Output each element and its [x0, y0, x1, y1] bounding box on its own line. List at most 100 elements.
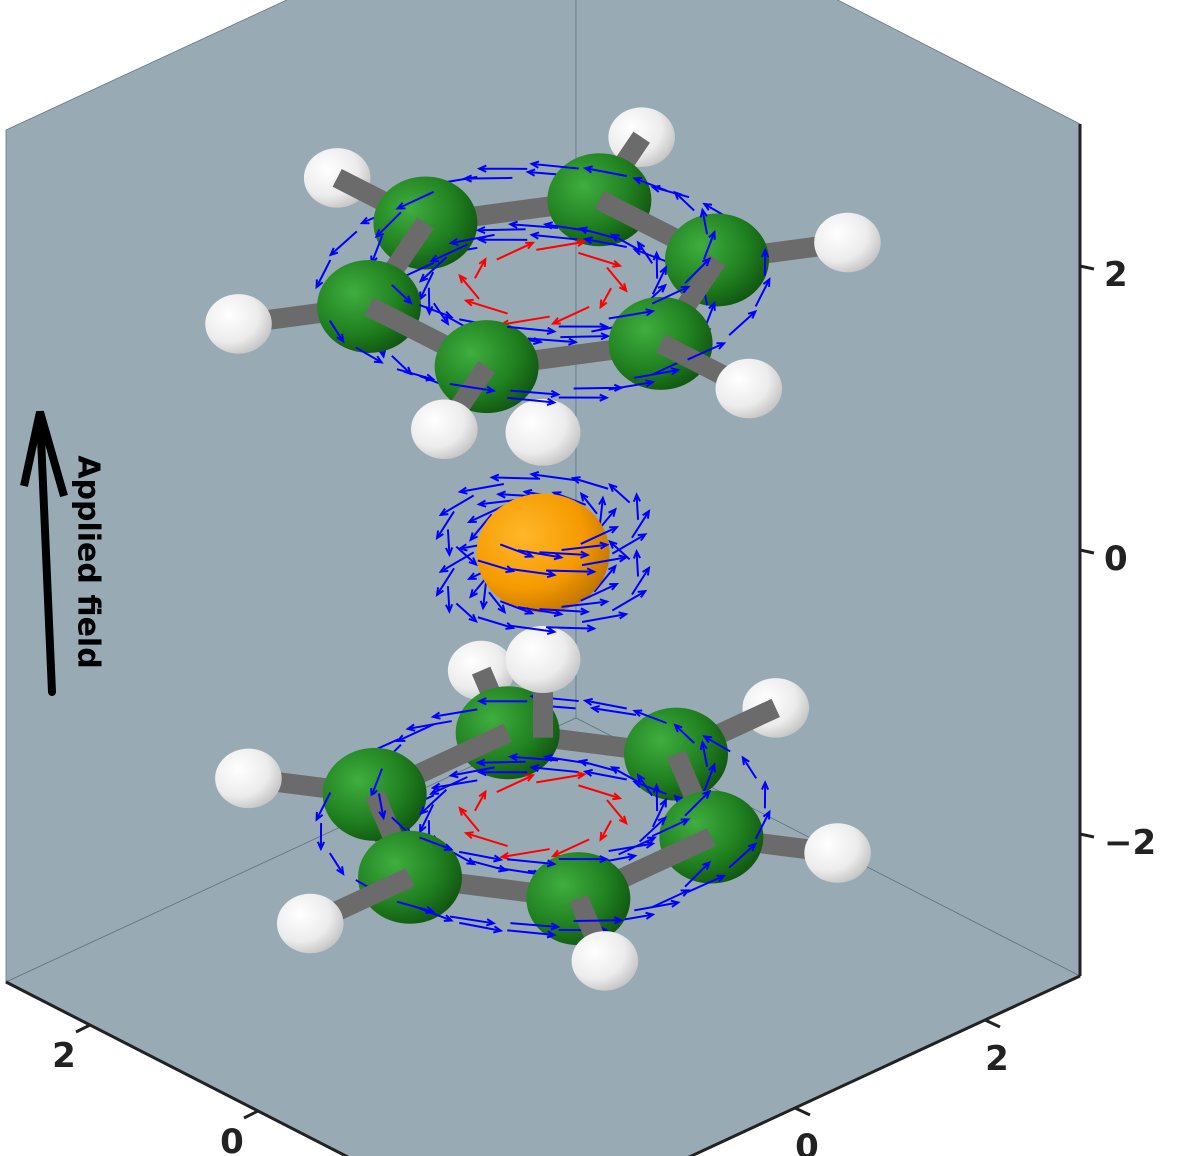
- diatropic-current-arrow: [581, 554, 629, 567]
- paratropic-current-arrow: [496, 241, 536, 261]
- diatropic-current-arrow: [396, 368, 436, 382]
- diatropic-current-arrow: [459, 921, 504, 934]
- diatropic-current-arrow: [529, 471, 577, 482]
- diatropic-current-arrow: [529, 763, 579, 774]
- diatropic-current-arrow: [611, 589, 648, 612]
- diatropic-current-arrow: [466, 504, 506, 524]
- diatropic-current-arrow: [374, 211, 402, 239]
- paratropic-current-arrow: [499, 848, 550, 860]
- diatropic-current-arrow: [418, 256, 448, 283]
- diatropic-current-arrow: [728, 842, 758, 869]
- diatropic-current-arrow: [419, 836, 454, 851]
- diatropic-current-arrow: [632, 177, 667, 192]
- diatropic-current-arrow: [703, 762, 716, 793]
- diatropic-current-arrow: [529, 231, 579, 241]
- x-tick: [243, 1109, 259, 1120]
- diatropic-current-arrow: [687, 874, 727, 893]
- diatropic-current-arrow: [328, 852, 345, 876]
- diatropic-current-arrow: [702, 735, 731, 753]
- diatropic-current-arrow: [632, 548, 641, 577]
- axes: −202−202−202: [5, 124, 1156, 1156]
- diatropic-current-arrow: [510, 922, 561, 931]
- diatropic-current-arrow: [315, 259, 332, 290]
- diatropic-current-arrow: [561, 541, 610, 552]
- diatropic-current-arrow: [631, 565, 651, 596]
- paratropic-current-arrow: [458, 806, 480, 833]
- diatropic-current-arrow: [609, 766, 639, 783]
- diatropic-current-arrow: [449, 382, 497, 394]
- diatropic-current-arrow: [435, 510, 455, 541]
- diatropic-current-arrow: [476, 164, 528, 173]
- diatropic-current-arrow: [598, 495, 607, 525]
- diatropic-current-arrow: [438, 494, 475, 517]
- diatropic-current-arrow: [510, 389, 561, 398]
- diatropic-current-arrow: [418, 788, 448, 816]
- diatropic-current-arrow: [651, 889, 691, 909]
- molecule-scene: [205, 107, 881, 991]
- diatropic-current-arrow: [539, 550, 591, 559]
- diatropic-current-arrow: [582, 697, 627, 710]
- diatropic-current-arrow: [573, 916, 624, 925]
- diatropic-current-arrow: [581, 611, 629, 623]
- diatropic-current-arrow: [475, 226, 526, 235]
- diatropic-current-arrow: [445, 586, 454, 614]
- diatropic-current-arrow: [651, 797, 667, 828]
- hydrogen-atom: [804, 823, 871, 883]
- diatropic-current-arrow: [673, 723, 695, 744]
- diatropic-current-arrow: [377, 793, 387, 821]
- y-tick-label: 2: [985, 1039, 1009, 1079]
- diatropic-current-arrow: [455, 602, 478, 623]
- diatropic-current-arrow: [580, 582, 620, 602]
- diatropic-current-arrow: [545, 624, 597, 633]
- diatropic-current-arrow: [509, 624, 557, 635]
- y-tick: [794, 1106, 811, 1117]
- diatropic-current-arrow: [517, 606, 564, 618]
- diatropic-current-arrow: [489, 473, 541, 482]
- diatropic-current-arrow: [636, 240, 654, 264]
- diatropic-current-arrow: [430, 779, 478, 791]
- diatropic-current-arrow: [573, 383, 624, 392]
- diatropic-current-arrow: [395, 190, 435, 210]
- diatropic-current-arrow: [760, 247, 770, 276]
- diatropic-current-arrow: [469, 513, 493, 542]
- diatropic-current-arrow: [611, 533, 648, 555]
- paratropic-current-arrow: [599, 287, 612, 310]
- paratropic-current-arrow: [474, 257, 487, 279]
- diatropic-current-arrow: [315, 792, 332, 822]
- diatropic-current-arrow: [684, 257, 712, 284]
- diatropic-current-arrow: [545, 567, 597, 576]
- diatropic-current-arrow: [754, 809, 771, 840]
- diatropic-current-arrow: [579, 491, 598, 515]
- paratropic-current-arrow: [463, 831, 508, 847]
- diatropic-current-arrow: [608, 840, 656, 853]
- diatropic-current-arrow: [580, 526, 620, 545]
- paratropic-current-arrow: [463, 298, 508, 315]
- z-tick: [1079, 548, 1095, 555]
- diatropic-current-arrow: [396, 900, 436, 914]
- diatropic-current-arrow: [631, 509, 651, 539]
- diatropic-current-arrow: [477, 616, 516, 630]
- diatropic-current-arrow: [558, 393, 610, 402]
- hydrogen-atom: [205, 294, 272, 354]
- paratropic-current-arrow: [474, 789, 487, 812]
- diatropic-current-arrow: [593, 564, 617, 593]
- diatropic-current-arrow: [634, 899, 681, 912]
- diatropic-current-arrow: [760, 780, 770, 809]
- paratropic-current-arrow: [606, 799, 628, 826]
- diatropic-current-arrow: [457, 483, 505, 495]
- diatropic-current-arrow: [582, 165, 627, 178]
- diatropic-current-arrow: [570, 476, 609, 490]
- diatropic-current-arrow: [507, 396, 557, 406]
- diatropic-current-arrow: [488, 591, 507, 615]
- diatropic-current-arrow: [699, 207, 709, 235]
- diatropic-current-arrow: [632, 492, 641, 520]
- hydrogen-atom: [571, 931, 639, 991]
- paratropic-current-arrow: [536, 771, 587, 784]
- hydrogen-atom: [411, 399, 478, 459]
- diatropic-current-arrow: [438, 551, 475, 573]
- hydrogen-atom: [715, 358, 783, 419]
- diatropic-current-arrow: [651, 285, 691, 305]
- diatropic-current-arrow: [517, 549, 564, 561]
- x-tick-label: 2: [52, 1036, 76, 1076]
